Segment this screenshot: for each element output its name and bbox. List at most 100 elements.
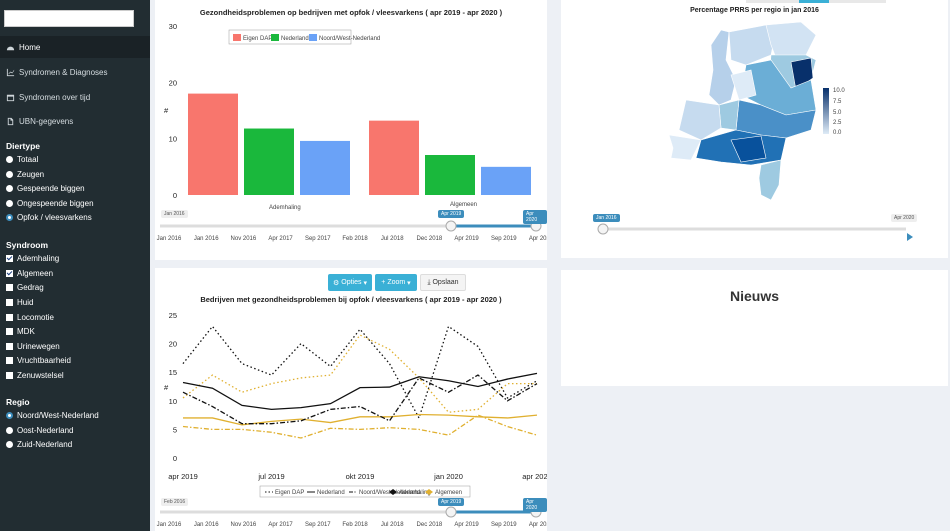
map-region-south-holland <box>678 99 722 141</box>
slider-tick-label: Jan 2016 <box>194 522 219 528</box>
checkbox-checked-icon <box>6 255 13 262</box>
regio-heading: Regio <box>6 397 30 407</box>
slider-tick-label: Apr 2017 <box>268 522 293 528</box>
file-icon <box>7 117 14 125</box>
opties-button[interactable]: ⚙ Opties ▾ <box>328 274 372 291</box>
radio-icon <box>6 441 13 448</box>
syndroom-option-zenuwstelsel[interactable]: Zenuwstelsel <box>6 371 64 380</box>
legend-tick: 0.0 <box>833 130 842 136</box>
option-label: Gespeende biggen <box>17 184 85 193</box>
nav-syndromen-over-tijd[interactable]: Syndromen over tijd <box>0 86 150 108</box>
zoom-button[interactable]: + Zoom ▾ <box>375 274 417 291</box>
line-chart-icon <box>6 68 15 76</box>
syndroom-option-vruchtbaarheid[interactable]: Vruchtbaarheid <box>6 356 71 365</box>
checkbox-icon <box>6 284 13 291</box>
diertype-option-zeugen[interactable]: Zeugen <box>6 170 44 179</box>
legend-label: Noord/West-Nederland <box>319 36 380 42</box>
map-color-legend: 10.0 7.5 5.0 2.5 0.0 <box>823 88 845 136</box>
map-region-flevoland <box>730 69 757 101</box>
syndroom-option-urinewegen[interactable]: Urinewegen <box>6 342 60 351</box>
bar <box>244 128 294 195</box>
syndroom-option-gedrag[interactable]: Gedrag <box>6 283 44 292</box>
opslaan-button[interactable]: ⤓ Opslaan <box>420 274 466 291</box>
y-axis-label: # <box>164 106 169 115</box>
option-label: Totaal <box>17 155 39 164</box>
y-tick-label: 20 <box>169 340 177 349</box>
diertype-option-opfok-vleesvarkens[interactable]: Opfok / vleesvarkens <box>6 213 92 222</box>
diertype-heading: Diertype <box>6 141 41 151</box>
category-label: Ademhaling <box>269 205 301 211</box>
prrs-map: 10.0 7.5 5.0 2.5 0.0 <box>597 21 913 241</box>
nav-home-label: Home <box>19 42 41 52</box>
regio-option-oost[interactable]: Oost-Nederland <box>6 426 73 435</box>
bar <box>425 155 475 195</box>
slider-tick-label: Jul 2018 <box>381 236 404 242</box>
diertype-option-totaal[interactable]: Totaal <box>6 155 38 164</box>
bar <box>481 166 531 195</box>
nav-home[interactable]: Home <box>0 36 150 58</box>
slider-tick-label: Dec 2018 <box>417 522 443 528</box>
option-label: Ongespeende biggen <box>17 199 94 208</box>
option-label: Ademhaling <box>17 254 60 263</box>
calendar-icon <box>6 94 15 101</box>
regio-option-zuid[interactable]: Zuid-Nederland <box>6 440 72 449</box>
play-icon[interactable] <box>907 233 913 241</box>
line-slider-to-label: Apr 2020 <box>523 498 547 512</box>
option-label: Zeugen <box>17 170 45 179</box>
nav-ubn-gegevens[interactable]: UBN-gegevens <box>0 110 150 132</box>
x-tick-label: okt 2019 <box>346 472 375 481</box>
slider-tick-label: Apr 2020 <box>529 236 547 242</box>
diertype-option-ongespeende-biggen[interactable]: Ongespeende biggen <box>6 199 94 208</box>
search-input[interactable] <box>4 10 134 27</box>
syndroom-option-ademhaling[interactable]: Ademhaling <box>6 254 59 263</box>
syndroom-option-algemeen[interactable]: Algemeen <box>6 269 53 278</box>
option-label: Zenuwstelsel <box>17 371 64 380</box>
slider-tick-label: Apr 2019 <box>454 522 479 528</box>
nav-syndromen-diagnoses[interactable]: Syndromen & Diagnoses <box>0 61 150 83</box>
y-tick-label: 15 <box>169 368 177 377</box>
checkbox-icon <box>6 343 13 350</box>
legend-label: Algemeen <box>435 490 462 496</box>
legend-label: Eigen DAP <box>275 490 304 496</box>
legend-label: Noord/West-Nederland <box>359 490 420 496</box>
y-tick-label: 5 <box>173 425 177 434</box>
line-chart: 0 5 10 15 20 25 # apr 2019 jul 2019 okt 2019 jan 2… <box>157 311 547 528</box>
y-tick-label: 25 <box>169 311 177 320</box>
bar-slider-to-label: Apr 2020 <box>523 210 547 224</box>
regio-option-noord-west[interactable]: Noord/West-Nederland <box>6 411 99 420</box>
nav-syndromen-diagnoses-label: Syndromen & Diagnoses <box>19 67 108 77</box>
option-label: Vruchtbaarheid <box>17 356 71 365</box>
download-icon: ⤓ <box>427 278 433 286</box>
zoom-label: Zoom <box>387 279 406 286</box>
series-line <box>182 372 538 411</box>
slider-handle-from[interactable] <box>445 220 457 232</box>
syndroom-option-mdk[interactable]: MDK <box>6 327 35 336</box>
map-region-groningen <box>765 21 817 59</box>
opties-label: Opties <box>341 279 362 286</box>
bar-chart-panel: Gezondheidsproblemen op bedrijven met op… <box>155 0 547 260</box>
map-slider-handle[interactable] <box>597 223 609 235</box>
slider-tick-label: Apr 2020 <box>529 522 547 528</box>
syndroom-option-huid[interactable]: Huid <box>6 298 33 307</box>
option-label: Locomotie <box>17 313 54 322</box>
y-tick-label: 0 <box>173 191 177 200</box>
syndroom-option-locomotie[interactable]: Locomotie <box>6 313 54 322</box>
diertype-option-gespeende-biggen[interactable]: Gespeende biggen <box>6 184 85 193</box>
radio-selected-icon <box>6 214 13 221</box>
series-line <box>182 414 538 439</box>
y-tick-label: 20 <box>169 78 177 87</box>
slider-tick-label: Sep 2019 <box>491 522 517 528</box>
legend-tick: 10.0 <box>833 88 845 94</box>
netherlands-map <box>668 21 817 201</box>
slider-tick-label: Dec 2018 <box>417 236 443 242</box>
legend-label: Ademhaling <box>399 490 431 496</box>
checkbox-icon <box>6 357 13 364</box>
category-label: Algemeen <box>450 202 477 208</box>
bar-chart: 0 10 20 30 # Ademhaling Algemeen Eigen DAP Neder… <box>157 22 547 242</box>
option-label: Oost-Nederland <box>17 426 74 435</box>
slider-handle-from[interactable] <box>445 506 457 518</box>
nav-syndromen-over-tijd-label: Syndromen over tijd <box>19 92 91 102</box>
syndroom-heading: Syndroom <box>6 240 49 250</box>
slider-tick-label: Jan 2016 <box>157 236 182 242</box>
y-tick-label: 0 <box>173 454 177 463</box>
